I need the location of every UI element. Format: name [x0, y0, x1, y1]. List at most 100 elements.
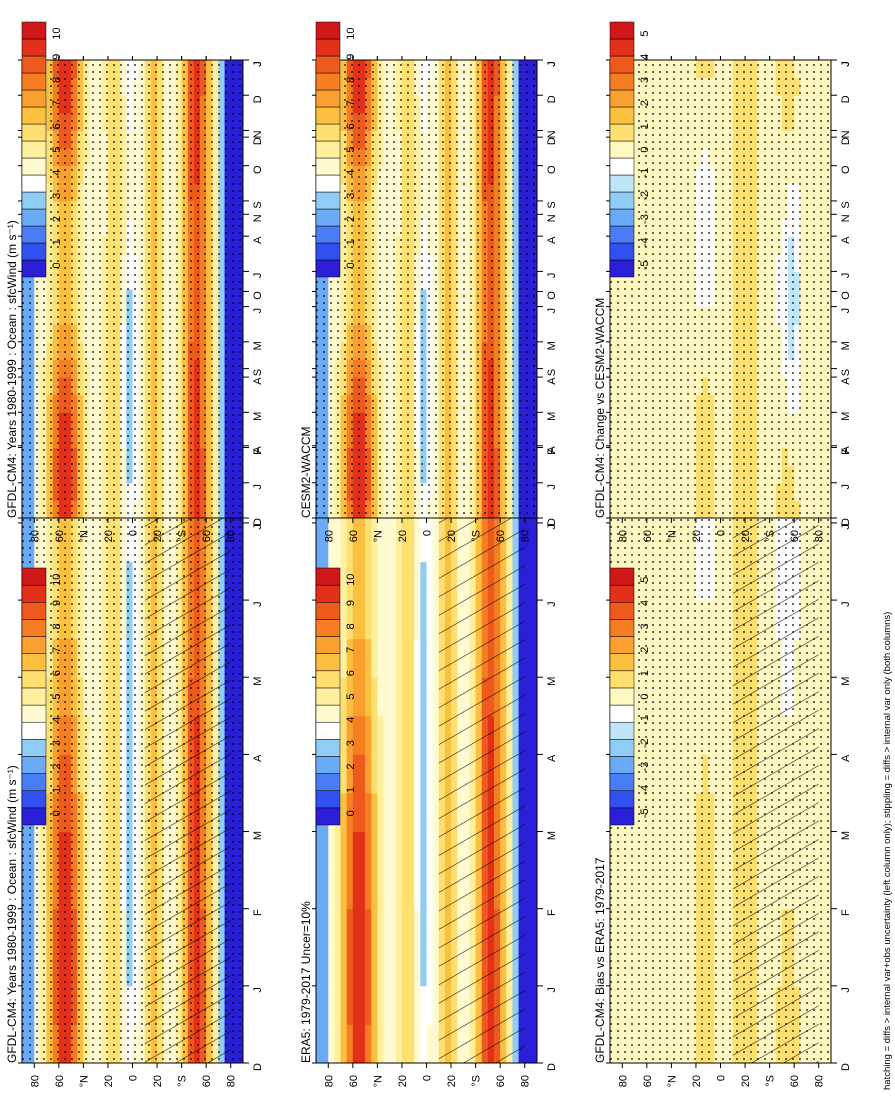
heat-cell [340, 831, 348, 871]
colorbar-swatch [315, 687, 341, 706]
heat-cell [358, 831, 366, 871]
heat-cell [358, 947, 366, 987]
colorbar-swatch [315, 225, 341, 244]
heat-cell [377, 638, 385, 678]
heat-cell [401, 870, 409, 910]
month-label: S [252, 369, 264, 376]
colorbar-swatch [315, 38, 341, 57]
heat-cell [358, 600, 366, 640]
lat-label: 60 [54, 1075, 66, 1087]
panel-title: ERA5: 1979-2017 Uncer=10% [299, 901, 313, 1063]
colorbar-swatch [315, 140, 341, 159]
heat-cell [365, 947, 372, 987]
month-label: J [546, 524, 558, 530]
colorbar-swatch [315, 567, 341, 586]
heat-cell [530, 908, 538, 948]
heat-cell [365, 985, 372, 1025]
heat-cell [346, 985, 354, 1025]
month-label: A [546, 754, 558, 762]
colorbar-swatch [315, 21, 341, 40]
heat-cell [383, 831, 391, 871]
heat-cell [334, 985, 342, 1025]
heat-cell [432, 908, 440, 948]
heat-cell [395, 985, 403, 1025]
colorbar-swatch [21, 89, 47, 108]
colorbar-label: 6 [51, 670, 63, 676]
heat-cell [371, 1024, 378, 1064]
heat-cell [346, 715, 354, 755]
heat-cell [414, 677, 421, 717]
month-label: F [252, 909, 264, 916]
heat-cell [408, 870, 415, 910]
heat-cell [383, 792, 391, 833]
lat-label: °N [372, 1075, 384, 1087]
heat-cell [352, 792, 360, 833]
heat-cell [371, 677, 378, 717]
heat-cell [358, 677, 366, 717]
heat-cell [383, 561, 391, 601]
month-label: M [546, 341, 558, 350]
lat-label: °N [78, 530, 90, 542]
heat-cell [352, 600, 360, 640]
heat-cell [340, 908, 348, 948]
colorbar-swatch [21, 225, 47, 244]
heat-cell [408, 947, 415, 987]
heat-cell [524, 561, 532, 601]
heat-cell [371, 792, 378, 833]
heat-cell [401, 638, 409, 678]
month-label: D [546, 95, 558, 103]
colorbar-swatch [315, 602, 341, 620]
heat-cell [432, 522, 440, 562]
heat-cell [530, 561, 538, 601]
lat-label: °S [471, 530, 483, 542]
colorbar-label: 0 [51, 262, 63, 268]
month-label: O [252, 165, 264, 174]
colorbar-label: 4 [345, 717, 357, 723]
colorbar-label: 8 [51, 77, 63, 83]
heat-cell [371, 985, 378, 1025]
heat-cell [401, 792, 409, 833]
colorbar-swatch [21, 567, 47, 586]
colorbar-label: 2 [51, 764, 63, 770]
colorbar-swatch [315, 174, 341, 193]
heat-cell [414, 985, 421, 1025]
month-label: O [546, 165, 558, 174]
lat-label: 60 [54, 530, 66, 542]
lat-label: 80 [29, 530, 41, 542]
heat-cell [316, 947, 323, 987]
heat-cell [414, 947, 421, 987]
month-label: M [252, 341, 264, 350]
colorbar-label: 1 [51, 787, 63, 793]
heat-cell [334, 870, 342, 910]
lat-label: 0 [128, 1075, 140, 1081]
heat-cell [426, 908, 434, 948]
heat-cell [352, 908, 360, 948]
colorbar-label: 2 [345, 216, 357, 222]
colorbar-swatch [21, 756, 47, 774]
heat-cell [395, 792, 403, 833]
colorbar-label: 0 [51, 810, 63, 816]
lat-label: 60 [495, 1075, 507, 1087]
colorbar-swatch [315, 259, 341, 278]
colorbar-label: 0 [345, 262, 357, 268]
heat-cell [346, 1024, 354, 1064]
month-label: J [252, 484, 264, 490]
heat-cell [346, 870, 354, 910]
heat-cell [432, 754, 440, 794]
colorbar-swatch [315, 106, 341, 125]
heat-cell [389, 831, 397, 871]
lat-label: 20 [446, 1075, 458, 1087]
heat-cell [389, 600, 397, 640]
month-label: N [546, 130, 558, 138]
heat-cell [524, 638, 532, 678]
heat-cell [334, 1024, 342, 1064]
colorbar-swatch [315, 72, 341, 91]
colorbar-swatch [21, 670, 47, 689]
heat-cell [420, 985, 427, 1025]
heat-cell [358, 754, 366, 794]
heat-cell [328, 870, 335, 910]
lat-label: 20 [103, 1075, 115, 1087]
